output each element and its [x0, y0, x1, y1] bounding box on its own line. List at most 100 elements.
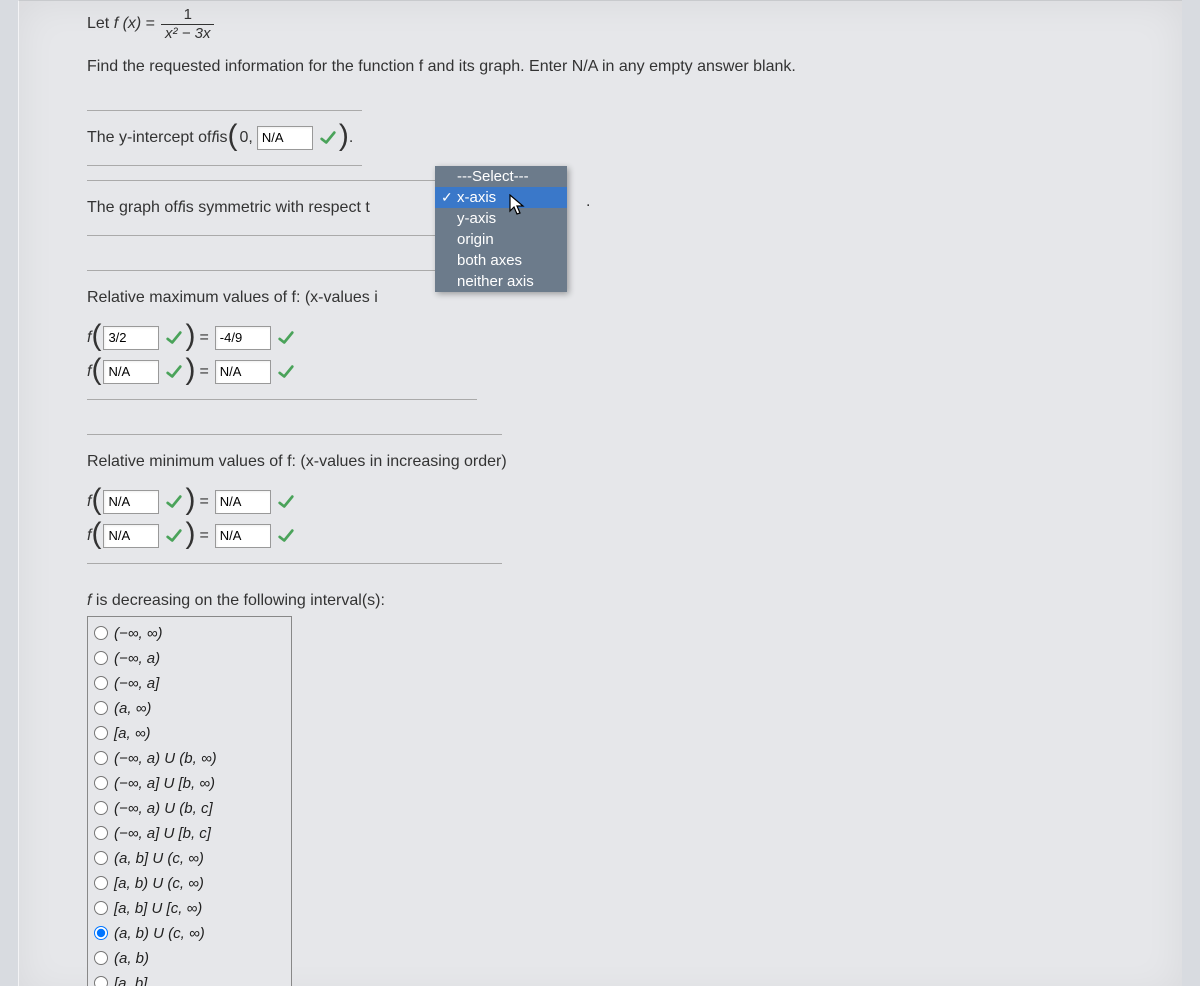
fraction-denominator: x² − 3x — [161, 24, 214, 42]
check-icon — [277, 493, 295, 511]
interval-option[interactable]: (−∞, a] U [b, ∞) — [92, 771, 287, 796]
interval-label: (−∞, a] — [114, 675, 159, 692]
interval-option[interactable]: (a, b) — [92, 946, 287, 971]
interval-radio[interactable] — [94, 701, 108, 715]
check-icon — [165, 527, 183, 545]
close-paren: ) — [185, 359, 195, 380]
dropdown-option[interactable]: both axes — [435, 250, 567, 271]
eq-label: = — [141, 15, 155, 32]
interval-option[interactable]: (−∞, ∞) — [92, 621, 287, 646]
symmetry-section: The graph of f is symmetric with respect… — [87, 180, 477, 236]
open-paren: ( — [91, 325, 101, 346]
interval-option[interactable]: (a, b) U (c, ∞) — [92, 921, 287, 946]
interval-label: (−∞, a) U (b, c] — [114, 800, 213, 817]
open-paren: ( — [91, 523, 101, 544]
relmin-heading: Relative minimum values of f: (x-values … — [87, 453, 507, 471]
f-value-row: f()= — [87, 519, 502, 553]
f-value-row: f()= — [87, 321, 477, 355]
sym-prefix: The graph of — [87, 199, 178, 217]
f-value-row: f()= — [87, 355, 477, 389]
equals-label: = — [195, 493, 214, 511]
close-paren: ) — [185, 325, 195, 346]
interval-radio[interactable] — [94, 776, 108, 790]
relmax-heading: Relative maximum values of f: (x-values … — [87, 289, 378, 307]
yint-input[interactable] — [257, 126, 313, 150]
interval-label: (a, b] U (c, ∞) — [114, 850, 204, 867]
interval-option[interactable]: (−∞, a) — [92, 646, 287, 671]
x-input[interactable] — [103, 326, 159, 350]
fx-label: f (x) — [114, 15, 142, 32]
interval-radio[interactable] — [94, 676, 108, 690]
interval-radio[interactable] — [94, 901, 108, 915]
f-value-row: f()= — [87, 485, 502, 519]
interval-option[interactable]: (a, ∞) — [92, 696, 287, 721]
interval-radio[interactable] — [94, 801, 108, 815]
interval-option[interactable]: (a, b] U (c, ∞) — [92, 846, 287, 871]
interval-radio[interactable] — [94, 951, 108, 965]
interval-radio[interactable] — [94, 851, 108, 865]
interval-radio[interactable] — [94, 826, 108, 840]
interval-label: [a, ∞) — [114, 725, 151, 742]
yint-zero: 0, — [238, 129, 257, 147]
interval-radio[interactable] — [94, 926, 108, 940]
interval-label: (−∞, a) — [114, 650, 160, 667]
equals-label: = — [195, 527, 214, 545]
interval-option[interactable]: (−∞, a] U [b, c] — [92, 821, 287, 846]
interval-option[interactable]: [a, b] — [92, 971, 287, 986]
interval-label: (−∞, a] U [b, ∞) — [114, 775, 215, 792]
x-input[interactable] — [103, 524, 159, 548]
check-icon — [277, 363, 295, 381]
interval-label: [a, b] U [c, ∞) — [114, 900, 202, 917]
interval-option[interactable]: (−∞, a) U (b, c] — [92, 796, 287, 821]
sym-mid: is symmetric with respect t — [182, 199, 370, 217]
interval-radio[interactable] — [94, 876, 108, 890]
open-paren: ( — [91, 489, 101, 510]
interval-label: [a, b) U (c, ∞) — [114, 875, 204, 892]
yint-prefix: The y-intercept of — [87, 129, 212, 147]
open-paren: ( — [91, 359, 101, 380]
x-input[interactable] — [103, 490, 159, 514]
dropdown-option[interactable]: ---Select--- — [435, 166, 567, 187]
check-icon — [165, 363, 183, 381]
dropdown-option[interactable]: x-axis — [435, 187, 567, 208]
interval-radio[interactable] — [94, 651, 108, 665]
sym-trailing-period: . — [586, 193, 590, 211]
y-input[interactable] — [215, 360, 271, 384]
rel-max-section: Relative maximum values of f: (x-values … — [87, 270, 477, 400]
yint-period: . — [349, 129, 353, 147]
interval-option[interactable]: (−∞, a) U (b, ∞) — [92, 746, 287, 771]
function-definition: Let f (x) = 1 x² − 3x — [87, 7, 1122, 42]
interval-label: [a, b] — [114, 975, 147, 986]
rel-min-section: Relative minimum values of f: (x-values … — [87, 434, 502, 564]
symmetry-dropdown[interactable]: ---Select---x-axisy-axisoriginboth axesn… — [435, 166, 567, 292]
interval-label: (a, ∞) — [114, 700, 151, 717]
interval-radio[interactable] — [94, 976, 108, 986]
y-input[interactable] — [215, 490, 271, 514]
check-icon — [165, 493, 183, 511]
fraction: 1 x² − 3x — [161, 7, 214, 42]
interval-label: (a, b) U (c, ∞) — [114, 925, 205, 942]
let-label: Let — [87, 15, 114, 32]
interval-option[interactable]: [a, ∞) — [92, 721, 287, 746]
instructions-text: Find the requested information for the f… — [87, 58, 1122, 76]
dropdown-option[interactable]: origin — [435, 229, 567, 250]
interval-option[interactable]: [a, b] U [c, ∞) — [92, 896, 287, 921]
check-icon — [277, 527, 295, 545]
interval-label: (−∞, a) U (b, ∞) — [114, 750, 217, 767]
interval-radio[interactable] — [94, 626, 108, 640]
yint-mid: is — [216, 129, 228, 147]
interval-radio[interactable] — [94, 751, 108, 765]
close-paren: ) — [339, 125, 349, 146]
equals-label: = — [195, 363, 214, 381]
interval-radio[interactable] — [94, 726, 108, 740]
y-input[interactable] — [215, 524, 271, 548]
interval-option[interactable]: [a, b) U (c, ∞) — [92, 871, 287, 896]
interval-options: (−∞, ∞) (−∞, a) (−∞, a] (a, ∞) [a, ∞) (−∞, a)… — [87, 616, 292, 986]
interval-option[interactable]: (−∞, a] — [92, 671, 287, 696]
dropdown-option[interactable]: neither axis — [435, 271, 567, 292]
x-input[interactable] — [103, 360, 159, 384]
open-paren: ( — [228, 125, 238, 146]
check-icon — [165, 329, 183, 347]
y-input[interactable] — [215, 326, 271, 350]
dropdown-option[interactable]: y-axis — [435, 208, 567, 229]
